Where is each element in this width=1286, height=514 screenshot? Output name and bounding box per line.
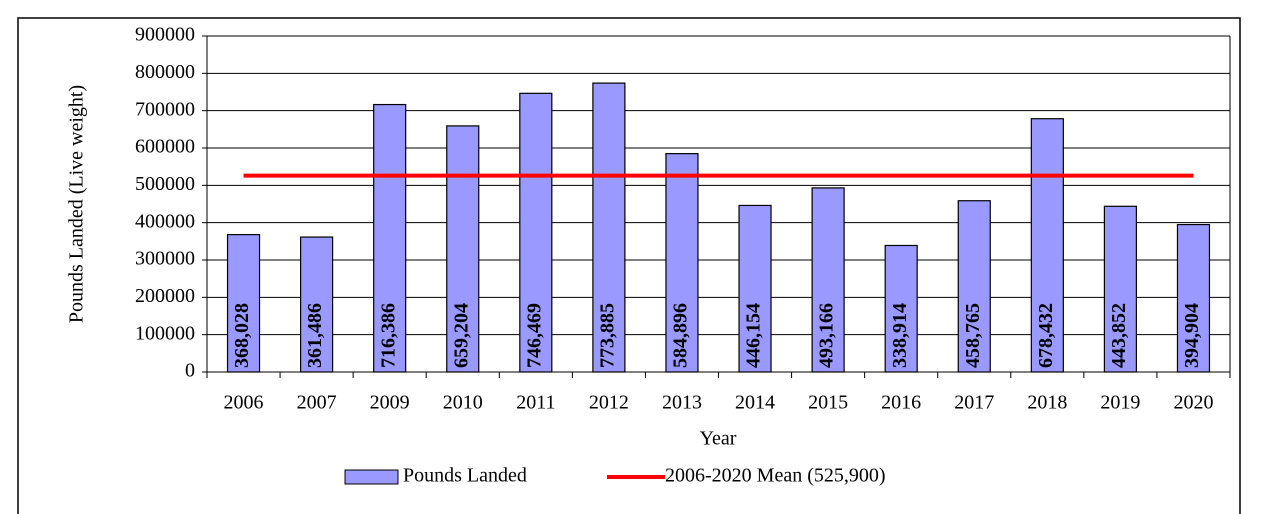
- x-tick-label: 2018: [1027, 392, 1067, 414]
- bar: [665, 153, 699, 373]
- x-tick-label: 2011: [516, 392, 555, 414]
- x-tick-label: 2016: [881, 392, 921, 414]
- y-tick-label: 100000: [135, 322, 195, 344]
- bar: [592, 82, 626, 373]
- x-tick-label: 2012: [589, 392, 629, 414]
- bar: [957, 200, 991, 373]
- value-label: 338,914: [889, 303, 911, 368]
- value-label: 659,204: [450, 303, 472, 368]
- value-label: 368,028: [231, 303, 253, 368]
- bar: [738, 204, 772, 373]
- legend-swatch: [344, 469, 399, 485]
- x-tick-label: 2015: [808, 392, 848, 414]
- x-tick-label: 2006: [224, 392, 264, 414]
- value-label: 678,432: [1035, 303, 1057, 368]
- x-tick-label: 2013: [662, 392, 702, 414]
- value-label: 443,852: [1108, 303, 1130, 368]
- value-label: 584,896: [670, 303, 692, 368]
- y-tick-label: 400000: [135, 210, 195, 232]
- y-tick-label: 500000: [135, 173, 195, 195]
- value-label: 458,765: [962, 303, 984, 368]
- bar: [519, 92, 553, 373]
- bar: [1103, 205, 1137, 373]
- x-axis-label: Year: [700, 428, 737, 450]
- y-tick-label: 300000: [135, 248, 195, 270]
- legend-label: Pounds Landed: [403, 465, 527, 487]
- bar: [1030, 118, 1064, 373]
- x-tick-label: 2014: [735, 392, 775, 414]
- value-label: 446,154: [743, 303, 765, 368]
- x-tick-label: 2019: [1100, 392, 1140, 414]
- bar: [300, 236, 334, 373]
- value-label: 361,486: [304, 303, 326, 368]
- value-label: 773,885: [596, 303, 618, 368]
- bar: [884, 244, 918, 373]
- bar: [811, 187, 845, 373]
- y-tick-label: 200000: [135, 285, 195, 307]
- x-tick-label: 2017: [954, 392, 994, 414]
- y-tick-label: 600000: [135, 136, 195, 158]
- bar: [1176, 223, 1211, 373]
- x-tick-label: 2007: [297, 392, 337, 414]
- bar: [226, 234, 261, 373]
- value-label: 493,166: [816, 303, 838, 368]
- bar: [373, 103, 407, 373]
- bar: [446, 125, 480, 373]
- legend-label: 2006-2020 Mean (525,900): [665, 465, 886, 487]
- y-tick-label: 900000: [135, 24, 195, 46]
- y-tick-label: 0: [185, 360, 195, 382]
- value-label: 746,469: [523, 303, 545, 368]
- x-tick-label: 2009: [370, 392, 410, 414]
- y-tick-label: 800000: [135, 61, 195, 83]
- y-axis-label: Pounds Landed (Live weight): [66, 85, 88, 323]
- x-tick-label: 2010: [443, 392, 483, 414]
- value-label: 394,904: [1181, 303, 1203, 368]
- y-tick-label: 700000: [135, 98, 195, 120]
- x-tick-label: 2020: [1173, 392, 1213, 414]
- value-label: 716,386: [377, 303, 399, 368]
